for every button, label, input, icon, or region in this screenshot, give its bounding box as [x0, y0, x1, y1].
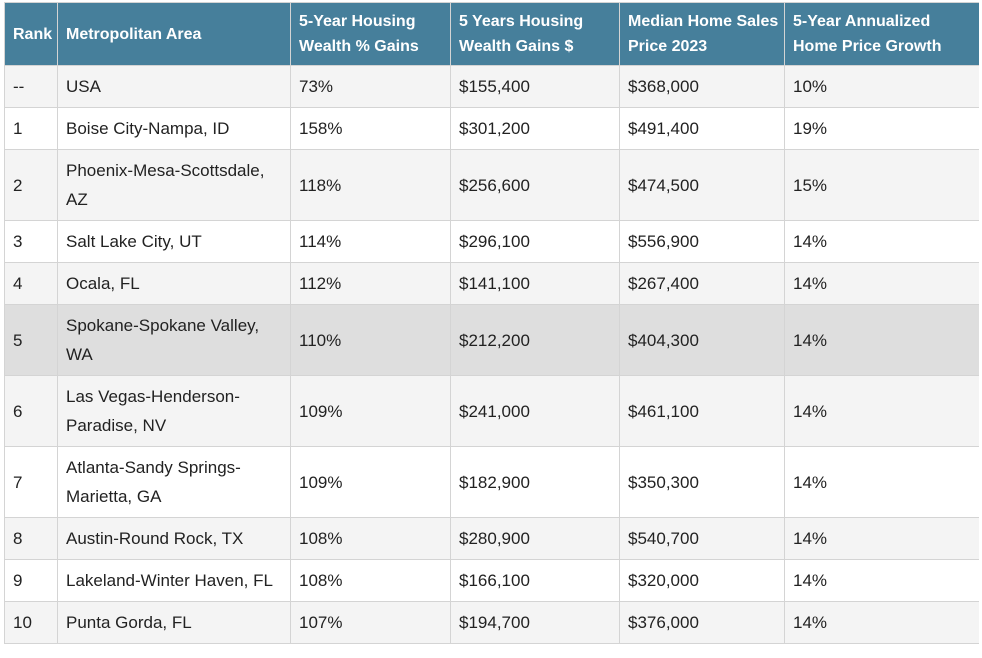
header-cell: 5-Year Annualized Home Price Growth	[784, 2, 979, 66]
table-row: 8 Austin-Round Rock, TX 108% $280,900 $540,7…	[4, 517, 979, 560]
table-cell: Boise City-Nampa, ID	[57, 107, 291, 150]
table-row: 6 Las Vegas-Henderson-Paradise, NV 109% $24…	[4, 375, 979, 447]
table-cell: $241,000	[450, 375, 620, 447]
table-cell: 10%	[784, 65, 979, 108]
table-cell: 109%	[290, 375, 451, 447]
table-cell: 14%	[784, 517, 979, 560]
table-cell: 2	[4, 149, 58, 221]
table-container: Rank Metropolitan Area 5-Year Housing Weal…	[4, 2, 979, 658]
table-row: 7 Atlanta-Sandy Springs-Marietta, GA 109% $…	[4, 446, 979, 518]
table-cell: $256,600	[450, 149, 620, 221]
table-row: 3 Salt Lake City, UT 114% $296,100 $556,900 1…	[4, 220, 979, 263]
table-cell: $491,400	[619, 107, 785, 150]
table-cell: 19%	[784, 107, 979, 150]
table-row: 2 Phoenix-Mesa-Scottsdale, AZ 118% $256,600…	[4, 149, 979, 221]
table-cell: 107%	[290, 601, 451, 644]
table-row: 5 Spokane-Spokane Valley, WA 110% $212,200 $…	[4, 304, 979, 376]
table-cell: $296,100	[450, 220, 620, 263]
table-cell: Spokane-Spokane Valley, WA	[57, 304, 291, 376]
table-cell: $267,400	[619, 262, 785, 305]
table-cell: 112%	[290, 262, 451, 305]
table-cell: Las Vegas-Henderson-Paradise, NV	[57, 375, 291, 447]
table-cell: 8	[4, 517, 58, 560]
table-cell: Ocala, FL	[57, 262, 291, 305]
table-cell: $461,100	[619, 375, 785, 447]
table-cell: $350,300	[619, 446, 785, 518]
table-cell: 73%	[290, 65, 451, 108]
table-cell: $320,000	[619, 559, 785, 602]
table-cell: 4	[4, 262, 58, 305]
table-cell: USA	[57, 65, 291, 108]
header-cell: Metropolitan Area	[57, 2, 291, 66]
table-cell: $404,300	[619, 304, 785, 376]
header-cell: 5-Year Housing Wealth % Gains	[290, 2, 451, 66]
table-cell: 3	[4, 220, 58, 263]
table-cell: $141,100	[450, 262, 620, 305]
table-cell: 6	[4, 375, 58, 447]
table-cell: $556,900	[619, 220, 785, 263]
table-cell: Punta Gorda, FL	[57, 601, 291, 644]
table-cell: 108%	[290, 517, 451, 560]
table-cell: $474,500	[619, 149, 785, 221]
table-row: -- USA 73% $155,400 $368,000 10%	[4, 65, 979, 108]
table-cell: Austin-Round Rock, TX	[57, 517, 291, 560]
table-cell: 10	[4, 601, 58, 644]
table-row: 4 Ocala, FL 112% $141,100 $267,400 14%	[4, 262, 979, 305]
table-cell: $540,700	[619, 517, 785, 560]
table-row: 10 Punta Gorda, FL 107% $194,700 $376,000 14%	[4, 601, 979, 644]
table-cell: 14%	[784, 446, 979, 518]
table-cell: 7	[4, 446, 58, 518]
table-cell: $212,200	[450, 304, 620, 376]
table-cell: --	[4, 65, 58, 108]
table-row: 1 Boise City-Nampa, ID 158% $301,200 $491,40…	[4, 107, 979, 150]
table-cell: $166,100	[450, 559, 620, 602]
table-cell: 14%	[784, 220, 979, 263]
table-cell: $280,900	[450, 517, 620, 560]
header-cell: Rank	[4, 2, 58, 66]
table-cell: $368,000	[619, 65, 785, 108]
table-body: -- USA 73% $155,400 $368,000 10% 1 Boise City-N…	[4, 65, 979, 644]
table-cell: Salt Lake City, UT	[57, 220, 291, 263]
table-cell: 15%	[784, 149, 979, 221]
header-cell: 5 Years Housing Wealth Gains $	[450, 2, 620, 66]
table-cell: $376,000	[619, 601, 785, 644]
table-cell: 158%	[290, 107, 451, 150]
table-cell: 14%	[784, 375, 979, 447]
table-cell: Phoenix-Mesa-Scottsdale, AZ	[57, 149, 291, 221]
table-cell: 114%	[290, 220, 451, 263]
table-row: 9 Lakeland-Winter Haven, FL 108% $166,100 $3…	[4, 559, 979, 602]
table: Rank Metropolitan Area 5-Year Housing Weal…	[4, 2, 979, 644]
header-row: Rank Metropolitan Area 5-Year Housing Weal…	[4, 2, 979, 66]
table-cell: 14%	[784, 262, 979, 305]
table-cell: 109%	[290, 446, 451, 518]
table-cell: 14%	[784, 559, 979, 602]
header-cell: Median Home Sales Price 2023	[619, 2, 785, 66]
table-cell: Atlanta-Sandy Springs-Marietta, GA	[57, 446, 291, 518]
table-cell: 14%	[784, 601, 979, 644]
table-cell: 108%	[290, 559, 451, 602]
table-cell: 5	[4, 304, 58, 376]
table-cell: 110%	[290, 304, 451, 376]
table-cell: $194,700	[450, 601, 620, 644]
table-cell: $301,200	[450, 107, 620, 150]
table-cell: $182,900	[450, 446, 620, 518]
table-cell: 9	[4, 559, 58, 602]
table-cell: 14%	[784, 304, 979, 376]
table-cell: 1	[4, 107, 58, 150]
table-cell: 118%	[290, 149, 451, 221]
table-cell: $155,400	[450, 65, 620, 108]
table-cell: Lakeland-Winter Haven, FL	[57, 559, 291, 602]
